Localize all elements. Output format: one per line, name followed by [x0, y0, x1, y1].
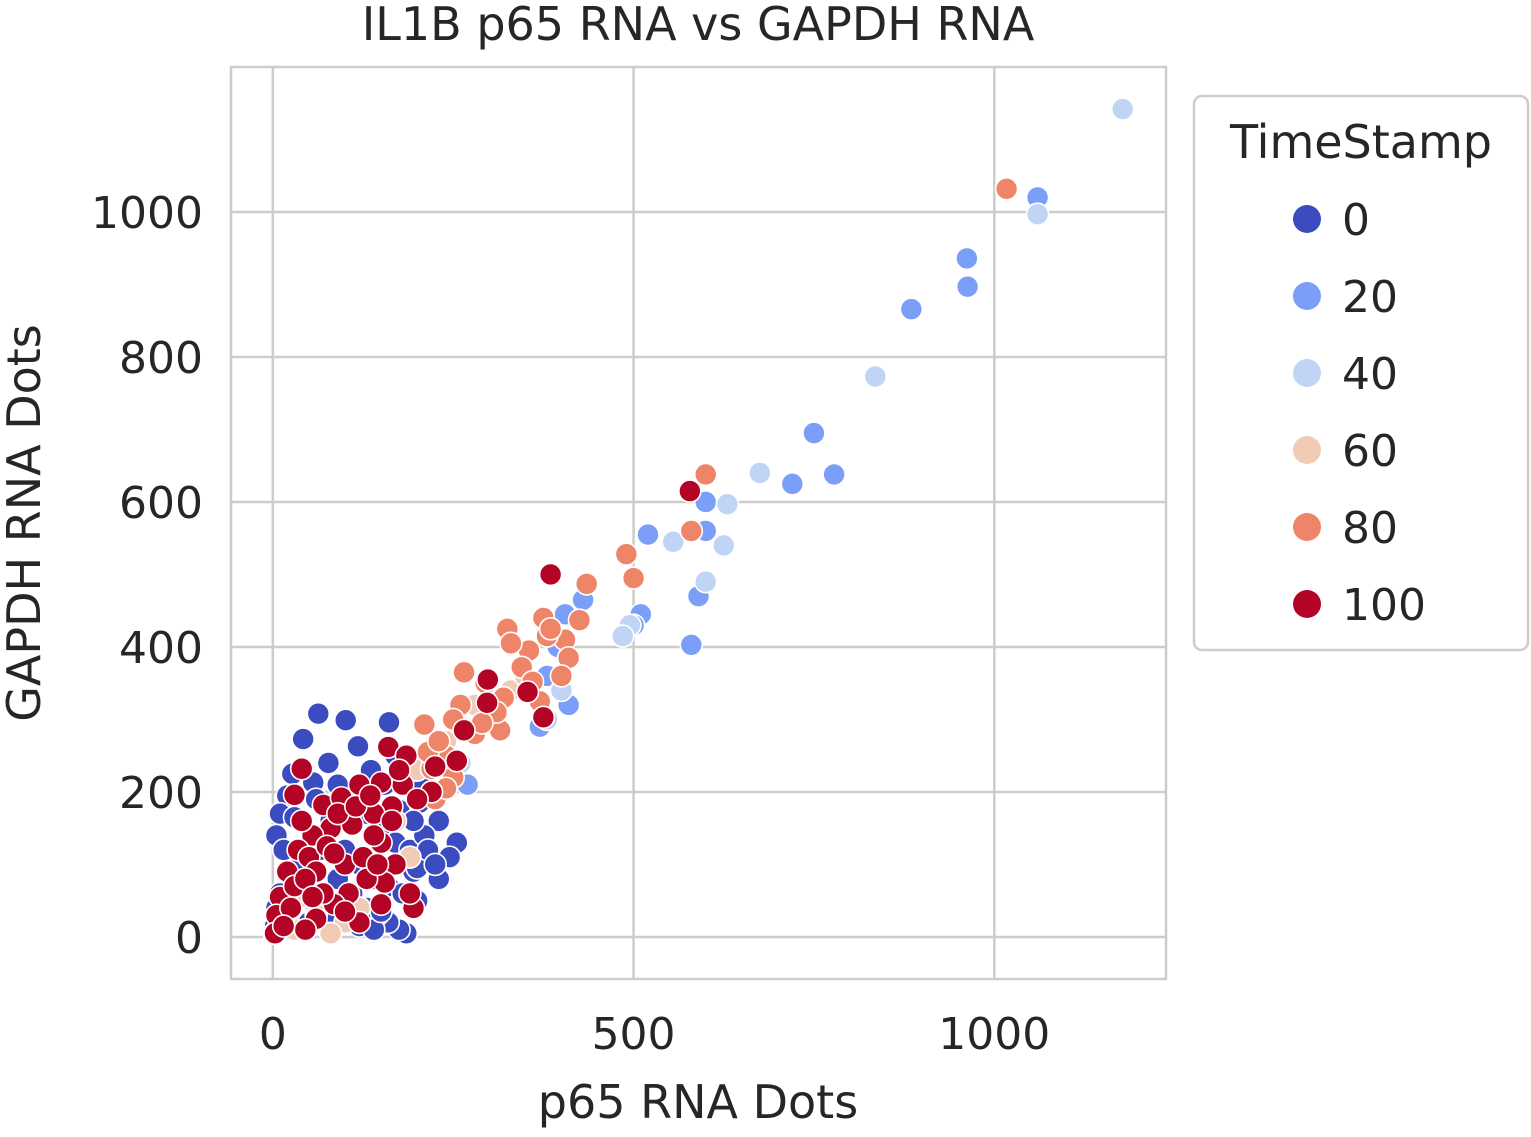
- x-tick-label: 1000: [938, 1009, 1050, 1060]
- data-point: [293, 917, 318, 942]
- data-point: [475, 690, 499, 715]
- data-point: [476, 667, 500, 692]
- legend-box: [1192, 94, 1530, 652]
- data-point: [412, 712, 437, 737]
- data-point: [711, 533, 736, 558]
- data-point: [398, 881, 422, 906]
- data-point: [679, 632, 704, 657]
- y-tick-label: 600: [119, 478, 203, 529]
- data-point: [994, 176, 1019, 201]
- data-point: [289, 756, 314, 781]
- data-point: [679, 519, 704, 543]
- data-point: [423, 754, 447, 779]
- data-point: [365, 852, 390, 877]
- data-point: [452, 660, 476, 685]
- data-point: [289, 809, 314, 833]
- data-point: [574, 572, 599, 596]
- data-point: [610, 624, 635, 648]
- data-point: [369, 892, 393, 917]
- data-point: [452, 718, 476, 743]
- legend-marker: [1293, 205, 1321, 233]
- data-point: [863, 364, 888, 389]
- data-point: [802, 421, 826, 445]
- y-tick-label: 1000: [91, 188, 203, 239]
- data-point: [621, 566, 646, 590]
- data-point: [423, 852, 447, 877]
- data-point: [291, 727, 315, 751]
- legend-marker: [1293, 590, 1321, 618]
- x-tick-label: 0: [259, 1009, 287, 1060]
- data-point: [300, 885, 325, 909]
- data-point: [636, 522, 660, 547]
- legend-label: 80: [1342, 503, 1398, 554]
- data-point: [333, 899, 357, 924]
- legend-label: 40: [1342, 349, 1398, 400]
- legend-marker: [1293, 436, 1321, 464]
- data-point: [549, 664, 574, 688]
- data-point: [271, 914, 296, 938]
- y-tick-label: 0: [175, 913, 203, 964]
- data-point: [333, 708, 358, 732]
- legend-marker: [1293, 282, 1321, 310]
- data-point: [955, 274, 980, 299]
- legend-label: 100: [1342, 580, 1426, 631]
- data-point: [405, 787, 429, 812]
- data-point: [822, 462, 846, 487]
- data-point: [678, 479, 702, 503]
- y-axis-label: GAPDH RNA Dots: [0, 324, 51, 722]
- data-point: [358, 783, 383, 808]
- data-point: [515, 680, 540, 704]
- x-axis-label: p65 RNA Dots: [538, 1075, 858, 1129]
- data-point: [780, 472, 805, 496]
- data-point: [567, 608, 592, 632]
- data-point: [1110, 97, 1135, 121]
- data-point: [346, 734, 370, 759]
- data-point: [380, 809, 404, 833]
- legend-label: 60: [1342, 426, 1398, 477]
- data-point: [955, 246, 979, 271]
- series-80: [412, 176, 1019, 812]
- y-tick-label: 200: [119, 768, 203, 819]
- data-point: [316, 751, 341, 775]
- data-point: [661, 530, 686, 554]
- data-point: [282, 783, 307, 807]
- data-points: [262, 97, 1135, 946]
- chart-title: IL1B p65 RNA vs GAPDH RNA: [362, 0, 1035, 51]
- data-point: [693, 462, 718, 487]
- data-point: [538, 617, 563, 641]
- y-tick-label: 800: [119, 333, 203, 384]
- legend-marker: [1293, 513, 1321, 541]
- y-tick-label: 400: [119, 623, 203, 674]
- data-point: [899, 297, 924, 321]
- legend-title: TimeStamp: [1229, 115, 1492, 169]
- data-point: [531, 705, 556, 730]
- data-point: [377, 710, 401, 735]
- data-point: [499, 631, 523, 656]
- plot-frame: [229, 65, 1168, 981]
- data-point: [748, 461, 772, 485]
- data-point: [306, 701, 331, 726]
- legend-label: 20: [1342, 272, 1398, 323]
- legend-marker: [1293, 359, 1321, 387]
- data-point: [538, 562, 563, 587]
- legend-entries: 0 20 40 60 80 100: [1293, 195, 1426, 631]
- data-point: [715, 492, 740, 516]
- data-point: [426, 729, 451, 754]
- series-100: [263, 479, 702, 946]
- legend-label: 0: [1342, 195, 1370, 246]
- data-point: [1025, 202, 1050, 226]
- tick-labels: 0 500 1000 0 200 400 600 800 1000: [91, 188, 1050, 1060]
- data-point: [322, 841, 346, 866]
- legend: TimeStamp 0 20 40 60 80 100: [1192, 94, 1530, 652]
- data-point: [693, 569, 718, 594]
- data-point: [614, 542, 639, 566]
- data-point: [318, 921, 343, 946]
- x-tick-label: 500: [592, 1009, 676, 1060]
- data-point: [445, 748, 469, 773]
- data-point: [362, 823, 386, 848]
- data-point: [387, 758, 411, 783]
